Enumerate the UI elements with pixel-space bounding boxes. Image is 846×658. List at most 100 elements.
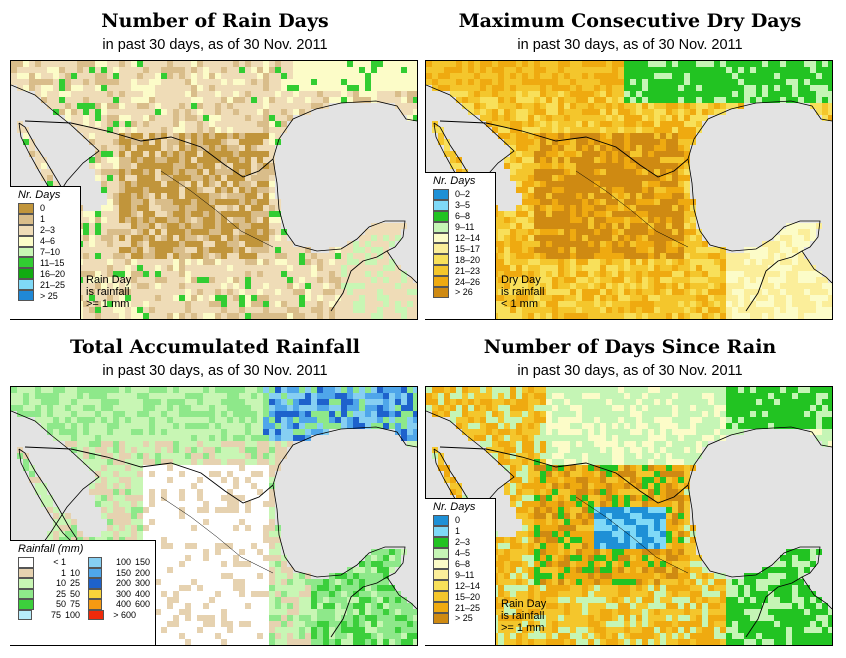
- legend-item: 4–6: [10, 235, 80, 247]
- us-mexico-border: [439, 120, 689, 178]
- legend-swatch: [433, 525, 449, 537]
- gridded-field: [11, 387, 417, 645]
- legend-swatch: [433, 276, 449, 288]
- legend-item: 1 10: [10, 567, 80, 578]
- state-line: [575, 496, 689, 574]
- gulf-coastline: [687, 100, 832, 284]
- legend-range-high: 25: [69, 578, 80, 589]
- legend-label: 4–6: [40, 236, 56, 247]
- legend-label: 2–3: [455, 537, 471, 548]
- legend-item: 3–5: [425, 199, 495, 211]
- legend-item: 18–20: [425, 254, 495, 266]
- legend-rows: 0–2 3–5 6–8 9–11 12–14 15–17 18–20 21–23 24–26 > …: [425, 189, 495, 298]
- legend-label: 11–15: [40, 257, 65, 268]
- legend-item: 24–26: [425, 276, 495, 288]
- legend-item: 0–2: [425, 189, 495, 200]
- legend-range-low: > 600: [113, 609, 136, 620]
- legend-swatch: [88, 578, 103, 589]
- legend-label: 4–5: [455, 548, 471, 559]
- legend-label: 16–20: [40, 268, 66, 279]
- legend-label: > 25: [40, 290, 58, 301]
- legend-range-low: 150: [115, 567, 131, 578]
- legend-item: 11–15: [10, 257, 80, 269]
- legend-label: 21–23: [455, 265, 481, 276]
- us-mexico-border: [24, 446, 274, 504]
- map-canvas: [426, 61, 832, 319]
- legend-range-low: 200: [115, 578, 131, 589]
- note-line: is rainfall: [86, 286, 130, 298]
- legend: Nr. Days 0 1 2–3 4–5 6–8 9–11 12–14 15–20 21–25 >…: [425, 498, 496, 645]
- legend-range-low: 10: [55, 578, 66, 589]
- legend-swatch: [433, 547, 449, 559]
- legend-label: 15–20: [455, 591, 481, 602]
- southern-border: [330, 250, 388, 312]
- legend-item: > 25: [10, 290, 80, 302]
- legend-swatch: [433, 536, 449, 548]
- legend-swatch: [18, 268, 34, 280]
- legend-range-high: 600: [134, 599, 150, 610]
- state-line: [575, 170, 689, 248]
- panel-max-dry-days: Maximum Consecutive Dry Days in past 30 …: [425, 8, 835, 320]
- legend-label: 12–14: [455, 580, 481, 591]
- legend-range-high: 50: [69, 588, 80, 599]
- legend-label: > 25: [455, 613, 473, 624]
- legend-swatch: [18, 567, 34, 578]
- legend-label: 12–14: [455, 233, 481, 243]
- legend-range-high: 100: [64, 609, 80, 620]
- legend-label: 0: [40, 203, 46, 214]
- legend-item: 6–8: [425, 210, 495, 222]
- legend-item: 16–20: [10, 268, 80, 280]
- legend-item: 4–5: [425, 547, 495, 559]
- legend-label: 24–26: [455, 276, 481, 287]
- legend-item: 300 400: [80, 588, 150, 599]
- legend-label: 15–17: [455, 243, 481, 254]
- legend-item: 2–3: [425, 536, 495, 548]
- legend-label: 18–20: [455, 254, 481, 265]
- state-line: [160, 170, 274, 248]
- legend-label: 3–5: [455, 200, 471, 211]
- legend-range-low: 400: [115, 599, 131, 610]
- legend-range-high: 400: [134, 588, 150, 599]
- legend-swatch: [433, 558, 449, 570]
- southern-border: [745, 250, 803, 312]
- legend-label: > 26: [455, 287, 473, 298]
- legend: Nr. Days 0–2 3–5 6–8 9–11 12–14 15–17 18–20 21–…: [425, 172, 496, 319]
- legend-range-high: 10: [69, 567, 80, 578]
- southern-border: [745, 576, 803, 638]
- legend-label: 6–8: [455, 211, 471, 222]
- legend-swatch: [433, 199, 449, 211]
- legend-range-high: 200: [134, 567, 150, 578]
- panel-title: Total Accumulated Rainfall: [70, 336, 360, 358]
- legend-label: 21–25: [40, 279, 66, 290]
- legend-swatch: [433, 515, 449, 526]
- legend-item: > 25: [425, 613, 495, 624]
- legend-range-high: 75: [69, 599, 80, 610]
- legend-swatch: [433, 580, 449, 592]
- legend-item: 6–8: [425, 558, 495, 570]
- note-line: Rain Day: [501, 598, 547, 610]
- panel-rain-days: Number of Rain Days in past 30 days, as …: [10, 8, 420, 320]
- note-line: Dry Day: [501, 274, 541, 286]
- legend-swatch: [88, 557, 103, 568]
- legend-label: 1: [455, 526, 461, 537]
- legend-swatch: [18, 557, 34, 568]
- legend-item: 1: [10, 213, 80, 225]
- legend-swatch: [433, 613, 449, 624]
- legend-item: 75 100: [10, 609, 80, 620]
- legend-swatch: [433, 265, 449, 277]
- legend-item: 12–14: [425, 580, 495, 592]
- legend-rows: 0 1 2–3 4–6 7–10 11–15 16–20 21–25 > 25: [10, 203, 80, 302]
- legend-item: 100 150: [80, 557, 150, 568]
- legend-swatch: [18, 578, 34, 589]
- legend-range-low: 75: [50, 609, 61, 620]
- legend-item: 12–14: [425, 232, 495, 244]
- legend-swatch: [18, 203, 34, 214]
- panel-subtitle: in past 30 days, as of 30 Nov. 2011: [517, 37, 743, 53]
- note-line: Rain Day: [86, 274, 132, 286]
- legend-rows: 0 1 2–3 4–5 6–8 9–11 12–14 15–20 21–25 > 25: [425, 515, 495, 624]
- legend-range-high: 150: [134, 557, 150, 568]
- legend-swatch: [433, 591, 449, 603]
- legend-label: 0: [455, 515, 461, 526]
- legend-title: Nr. Days: [433, 501, 476, 513]
- legend-label: 1: [40, 214, 46, 225]
